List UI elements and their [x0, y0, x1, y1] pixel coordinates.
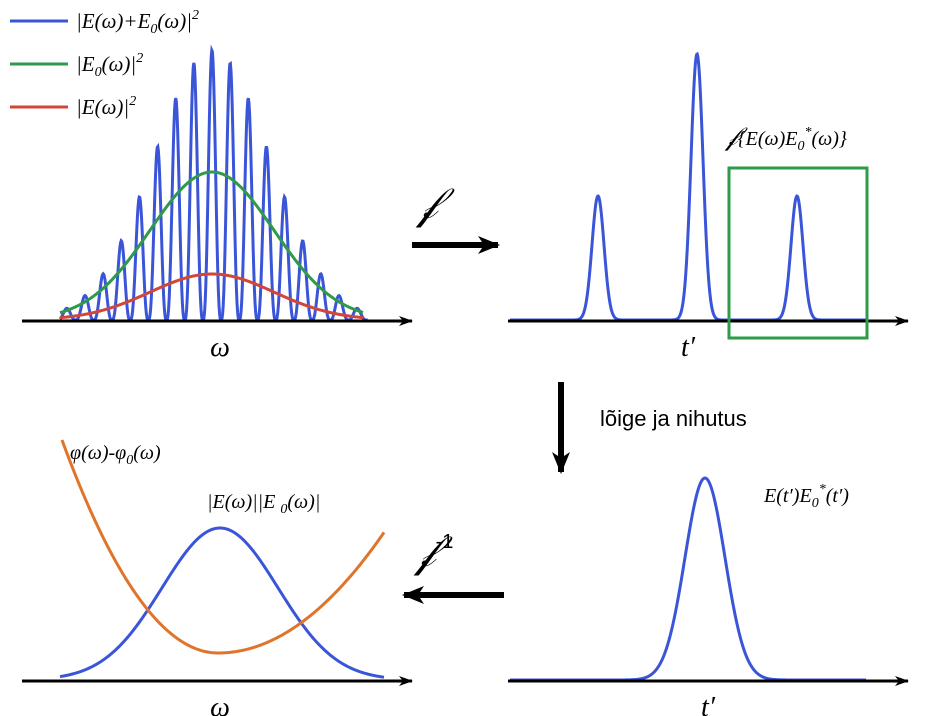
- pulse-product-label: E(t′)E0*(t′): [763, 482, 849, 511]
- signal-spectrum-curve: [59, 272, 364, 320]
- crop-window: [727, 166, 869, 340]
- panel-spectrum: ω: [22, 44, 413, 363]
- phase-difference-label: φ(ω)-φ0(ω): [70, 442, 161, 468]
- legend-label-reference: |E0(ω)|2: [76, 51, 143, 80]
- legend-item-total: |E(ω)+E0(ω)|2: [10, 8, 199, 37]
- t-axis-label-top: t′: [681, 332, 696, 363]
- panel-shifted-pulse: t′ E(t′)E0*(t′): [508, 476, 909, 716]
- fourier-transform-step: 𝒻: [412, 179, 500, 254]
- legend-item-signal: |E(ω)|2: [10, 94, 136, 119]
- omega-axis-label-bottom: ω: [210, 692, 230, 716]
- t-axis-label-bottom: t′: [701, 692, 716, 716]
- phase-difference-curve: [60, 439, 386, 655]
- inverse-fourier-symbol: 𝒻-1: [413, 527, 453, 576]
- amplitude-product-label: |E(ω)||E 0(ω)|: [207, 491, 320, 517]
- crop-shift-label: lõige ja nihutus: [600, 406, 747, 431]
- panel-recovered: ω φ(ω)-φ0(ω) |E(ω)||E 0(ω)|: [22, 439, 413, 716]
- legend: |E(ω)+E0(ω)|2 |E0(ω)|2 |E(ω)|2: [10, 8, 199, 119]
- legend-label-total: |E(ω)+E0(ω)|2: [76, 8, 199, 37]
- legend-label-signal: |E(ω)|2: [76, 94, 136, 119]
- omega-axis-label-top: ω: [210, 332, 230, 363]
- legend-item-reference: |E0(ω)|2: [10, 51, 143, 80]
- amplitude-curve: [59, 526, 385, 679]
- reference-spectrum-curve: [59, 170, 364, 315]
- fourier-symbol: 𝒻: [415, 179, 455, 228]
- crop-shift-step: lõige ja nihutus: [552, 382, 747, 474]
- panel-time-domain: t′ 𝒻{E(ω)E0*(ω)}: [508, 51, 909, 363]
- interference-curve: [58, 44, 368, 322]
- crosscorrelation-label: 𝒻{E(ω)E0*(ω)}: [724, 122, 847, 154]
- inverse-fourier-step: 𝒻-1: [402, 527, 504, 604]
- time-domain-peaks-curve: [510, 51, 866, 322]
